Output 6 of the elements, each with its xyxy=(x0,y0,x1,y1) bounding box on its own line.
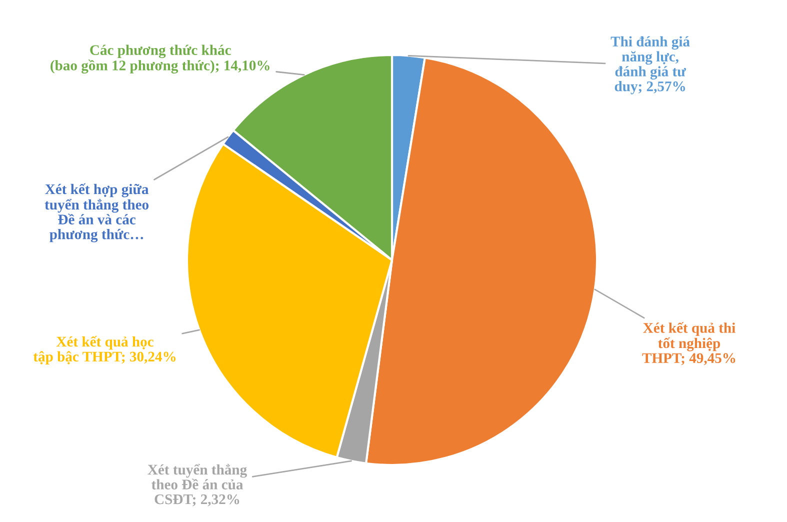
slice-label: Xét tuyển thẳng theo Đề án của CSĐT; 2,32% xyxy=(148,464,247,506)
slice-label: Xét kết hợp giữa tuyển thẳng theo Đề án và các phương thức… xyxy=(44,183,149,242)
slice-label: Xét kết quả thi tốt nghiệp THPT; 49,45% xyxy=(642,322,736,366)
slice-label: Xét kết quả học tập bậc THPT; 30,24% xyxy=(33,336,176,365)
slice-label: Thi đánh giá năng lực, đánh giá tư duy; 2,57% xyxy=(610,36,690,94)
slice-label: Các phương thức khác (bao gồm 12 phương thức); 14,10% xyxy=(50,44,270,74)
